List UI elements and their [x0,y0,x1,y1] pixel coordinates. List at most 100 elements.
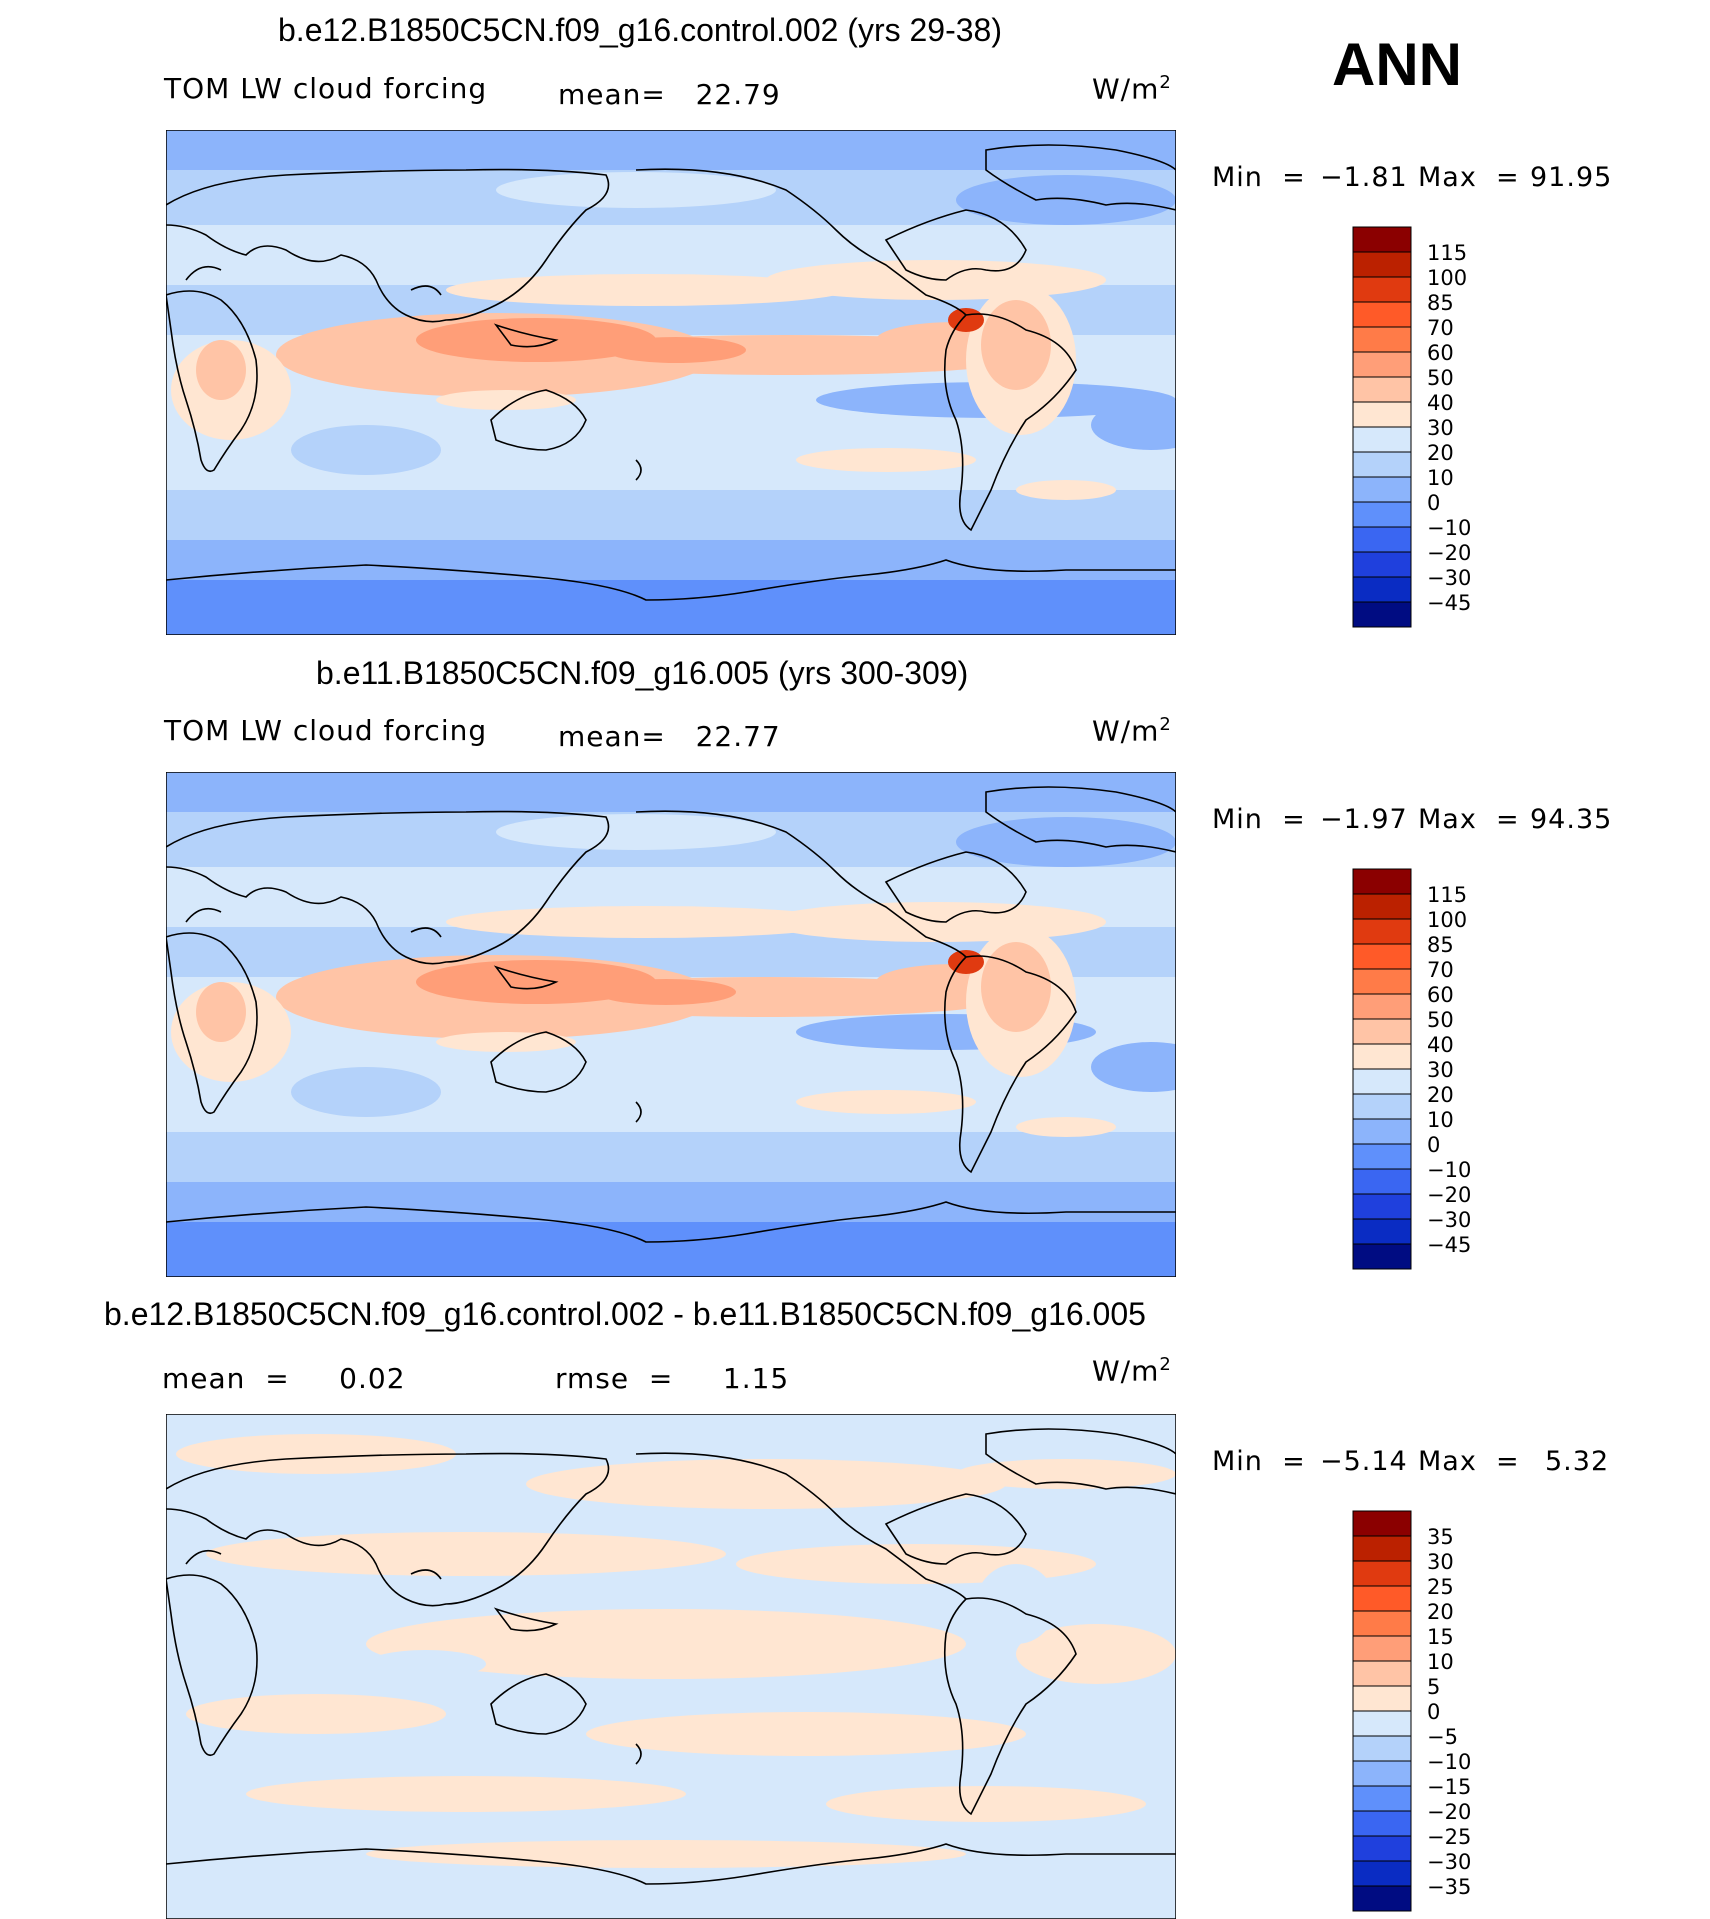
colorbar-box [1352,943,1412,970]
colorbar-box [1352,351,1412,378]
colorbar-box [1352,476,1412,503]
panel-1-variable-label: TOM LW cloud forcing [164,72,488,105]
panel-1-title: b.e12.B1850C5CN.f09_g16.control.002 (yrs… [278,12,1002,48]
panel-3-min-text: Min = [1212,1446,1306,1477]
panel-2-map [166,772,1176,1277]
colorbar-box [1352,1610,1412,1637]
colorbar-tick-label: 5 [1427,1675,1440,1699]
colorbar-box [1352,1118,1412,1145]
colorbar-tick-label: 100 [1427,266,1467,290]
colorbar-box [1352,1168,1412,1195]
season-label: ANN [1332,31,1462,98]
colorbar-tick-label: 20 [1427,1083,1454,1107]
colorbar-box [1352,1043,1412,1070]
panel-2-max-text: Max = [1418,804,1520,835]
colorbar-tick-label: 30 [1427,1550,1454,1574]
colorbar-tick-label: 0 [1427,1700,1440,1724]
colorbar-tick-label: 70 [1427,958,1454,982]
colorbar-tick-label: −15 [1427,1775,1471,1799]
units-superscript: 2 [1159,714,1172,735]
colorbar-box [1352,1068,1412,1095]
panel-2-min-value: −1.97 [1320,804,1408,835]
panel-3-units: W/m2 [1092,1354,1172,1387]
panel-1-min-value: −1.81 [1320,162,1408,193]
panel-3-title: b.e12.B1850C5CN.f09_g16.control.002 - b.… [104,1296,1146,1332]
colorbar-box [1352,226,1412,253]
colorbar-box [1352,968,1412,995]
map-3-field [166,1414,1176,1919]
panel-2-max-value: 94.35 [1530,804,1613,835]
colorbar-tick-label: 40 [1427,391,1454,415]
map-1-coastlines [166,144,1176,601]
colorbar-tick-label: −5 [1427,1725,1458,1749]
colorbar-tick-label: 25 [1427,1575,1454,1599]
colorbar-box [1352,251,1412,278]
panel-2-title: b.e11.B1850C5CN.f09_g16.005 (yrs 300-309… [316,655,969,691]
colorbar-tick-label: −30 [1427,566,1471,590]
colorbar-box [1352,1560,1412,1587]
colorbar-tick-label: 10 [1427,1108,1454,1132]
colorbar-tick-label: 115 [1427,883,1467,907]
colorbar-tick-label: −20 [1427,1800,1471,1824]
colorbar-tick-label: 10 [1427,1650,1454,1674]
colorbar-box [1352,993,1412,1020]
colorbar-box [1352,1143,1412,1170]
colorbar-tick-label: 115 [1427,241,1467,265]
panel-1-units: W/m2 [1092,72,1172,105]
colorbar-box [1352,1535,1412,1562]
colorbar-tick-label: −30 [1427,1208,1471,1232]
colorbar-box [1352,301,1412,328]
colorbar-box [1352,451,1412,478]
colorbar-box [1352,1585,1412,1612]
colorbar-box [1352,1018,1412,1045]
colorbar-box [1352,1093,1412,1120]
panel-3-max-value: 5.32 [1545,1446,1610,1477]
colorbar-box [1352,1635,1412,1662]
colorbar-tick-label: −30 [1427,1850,1471,1874]
colorbar-tick-label: 20 [1427,1600,1454,1624]
colorbar-box [1352,1835,1412,1862]
panel-1-max-text: Max = [1418,162,1520,193]
colorbar-box [1352,326,1412,353]
colorbar-box [1352,1710,1412,1737]
colorbar-tick-label: −10 [1427,1750,1471,1774]
panel-3-min-value: −5.14 [1320,1446,1408,1477]
panel-1-min-text: Min = [1212,162,1306,193]
panel-2-min-text: Min = [1212,804,1306,835]
colorbar-tick-label: 70 [1427,316,1454,340]
colorbar-tick-label: 85 [1427,933,1454,957]
colorbar-box [1352,868,1412,895]
colorbar-box [1352,1860,1412,1887]
colorbar-tick-label: −20 [1427,541,1471,565]
panel-2-units: W/m2 [1092,714,1172,747]
colorbar-tick-label: −25 [1427,1825,1471,1849]
panel-3-mean-label: mean = 0.02 [162,1362,406,1395]
units-text: W/m [1092,714,1160,748]
colorbar-tick-label: −10 [1427,516,1471,540]
colorbar-tick-label: −45 [1427,591,1471,615]
colorbar-tick-label: 50 [1427,1008,1454,1032]
map-3-coastlines [166,1428,1176,1885]
colorbar-box [1352,1218,1412,1245]
colorbar-box [1352,551,1412,578]
colorbar-box [1352,576,1412,603]
colorbar-box [1352,918,1412,945]
colorbar-box [1352,401,1412,428]
map-2-field [166,772,1176,1277]
map-2-coastlines [166,786,1176,1243]
colorbar-tick-label: 0 [1427,491,1440,515]
panel-1-map [166,130,1176,635]
colorbar-tick-label: −20 [1427,1183,1471,1207]
colorbar-box [1352,893,1412,920]
panel-3-max-text: Max = [1418,1446,1520,1477]
units-superscript: 2 [1159,1354,1172,1375]
colorbar-tick-label: 40 [1427,1033,1454,1057]
panel-1-mean-label: mean= 22.79 [558,78,781,111]
panel-2-variable-label: TOM LW cloud forcing [164,714,488,747]
units-text: W/m [1092,72,1160,106]
colorbar-box [1352,501,1412,528]
units-text: W/m [1092,1354,1160,1388]
map-1-field [166,130,1176,635]
colorbar-tick-label: 60 [1427,983,1454,1007]
